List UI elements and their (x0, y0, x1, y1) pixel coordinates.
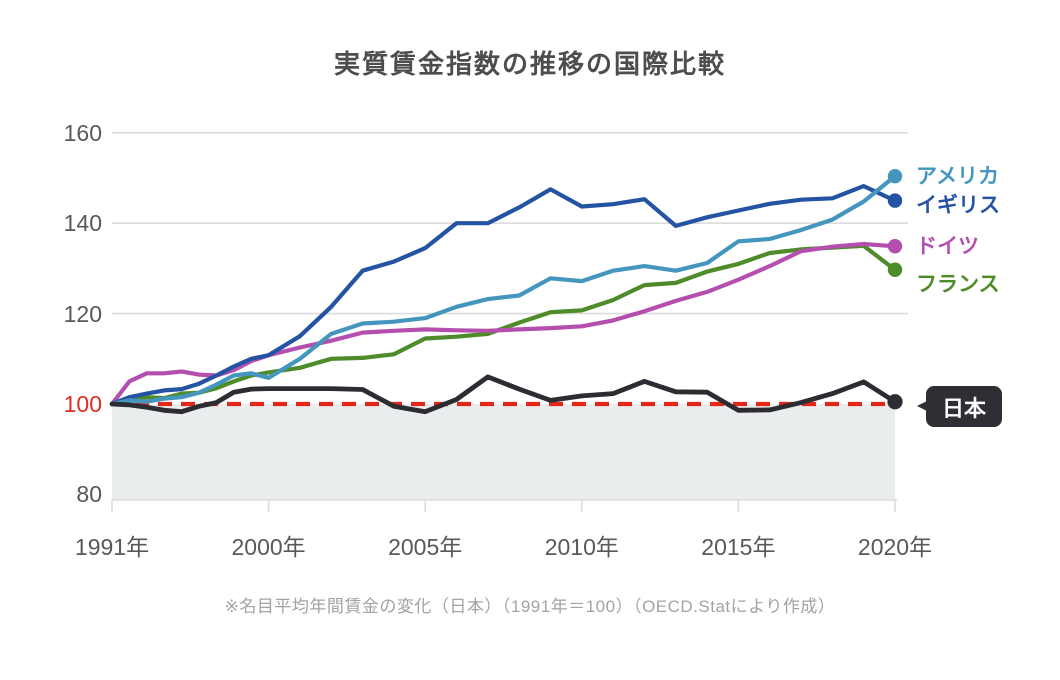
x-axis-tick-label-2015: 2015年 (701, 534, 776, 560)
series-end-dot-france (887, 262, 903, 277)
y-axis-tick-label-100: 100 (63, 391, 102, 417)
x-axis-tick-label-2010: 2010年 (544, 534, 619, 560)
series-line-usa (109, 174, 898, 407)
x-axis-tick-label-2000: 2000年 (231, 534, 306, 560)
y-axis-tick-label-120: 120 (63, 300, 102, 327)
legend-badge-japan: 日本 (916, 386, 1003, 427)
series-line-japan (109, 374, 898, 415)
x-axis-tick-label-2020: 2020年 (857, 534, 933, 560)
legend-label-uk: イギリス (916, 194, 1000, 217)
legend-label-usa: アメリカ (916, 165, 999, 188)
series-end-dot-japan (887, 394, 903, 410)
page-title: 実質賃金指数の推移の国際比較 (333, 49, 726, 79)
series-end-dot-germany (887, 239, 903, 254)
x-axis-tick-label-1991: 1991年 (74, 534, 150, 560)
series-end-dot-uk (887, 193, 903, 208)
legend-label-japan: 日本 (942, 395, 987, 421)
x-axis-tick-label-2005: 2005年 (388, 534, 463, 560)
y-axis-tick-label-140: 140 (63, 210, 102, 237)
legend-label-germany: ドイツ (916, 235, 979, 258)
series-end-dot-usa (887, 168, 903, 184)
below-100-shaded-area (112, 404, 895, 500)
series-line-uk (109, 184, 898, 407)
legend-label-france: フランス (916, 273, 1000, 296)
y-axis-tick-label-160: 160 (63, 119, 102, 146)
series-line-france (109, 243, 898, 407)
series-line-germany (109, 241, 898, 407)
footnote: ※名目平均年間賃金の変化（日本）（1991年＝100）（OECD.Statにより… (224, 597, 836, 616)
y-axis-tick-label-80: 80 (76, 481, 102, 508)
